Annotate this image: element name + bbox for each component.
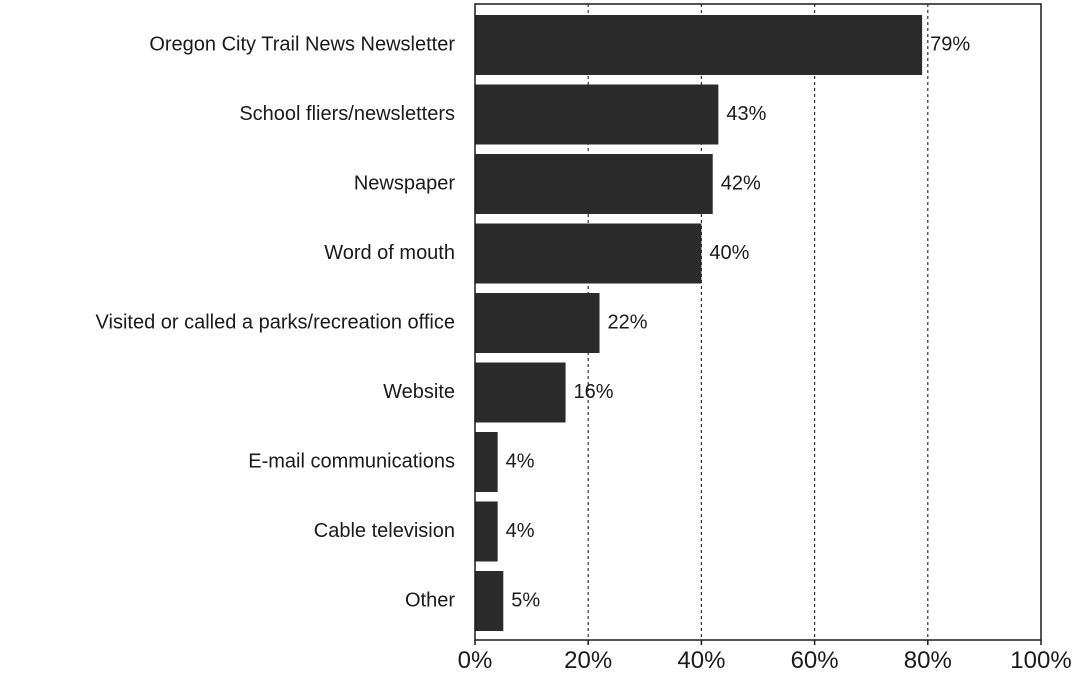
value-label-3: 40% [709,242,749,264]
bar-3 [475,223,702,284]
bar-8 [475,571,504,631]
axes [474,3,1042,645]
value-label-8: 5% [511,589,540,611]
bar-0 [475,15,923,75]
category-label-2: Newspaper [354,172,456,194]
bar-7 [475,501,498,562]
value-label-7: 4% [506,520,535,542]
x-tick-label-20: 20% [564,647,612,674]
bar-4 [475,293,600,353]
bar-1 [475,84,719,145]
bar-2 [475,154,713,214]
x-tick-label-40: 40% [677,647,725,674]
value-label-1: 43% [726,103,766,125]
x-tick-label-60: 60% [791,647,839,674]
x-tick-labels: 0% 20% 40% 60% 80% 100% [458,647,1072,674]
bar-6 [475,432,498,492]
value-label-4: 22% [608,311,648,333]
value-label-6: 4% [506,450,535,472]
value-label-5: 16% [574,381,614,403]
x-tick-label-80: 80% [904,647,952,674]
category-label-5: Website [383,381,455,403]
category-label-4: Visited or called a parks/recreation off… [96,311,455,333]
value-label-0: 79% [930,33,970,55]
x-tick-label-100: 100% [1010,647,1071,674]
category-label-8: Other [405,589,455,611]
category-label-3: Word of mouth [324,242,455,264]
category-label-7: Cable television [314,520,455,542]
value-labels: 79% 43% 42% 40% 22% 16% 4% 4% 5% [506,33,971,611]
category-label-6: E-mail communications [248,450,455,472]
category-labels: Oregon City Trail News Newsletter School … [96,33,456,611]
bar-5 [475,362,566,423]
x-tick-label-0: 0% [458,647,493,674]
category-label-1: School fliers/newsletters [239,103,455,125]
category-label-0: Oregon City Trail News Newsletter [149,33,455,55]
value-label-2: 42% [721,172,761,194]
plot-frame [474,3,1042,641]
bars [475,15,923,631]
